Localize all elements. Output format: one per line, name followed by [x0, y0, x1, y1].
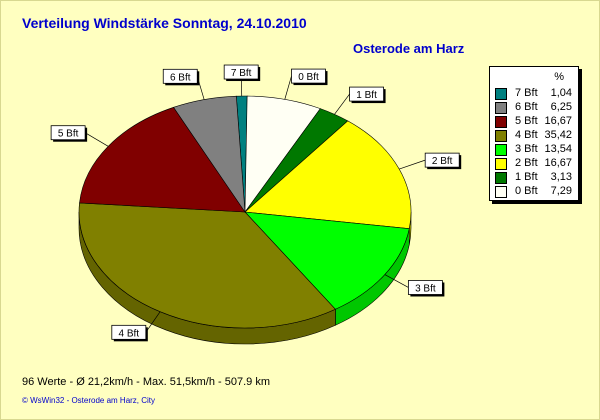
legend-swatch	[495, 130, 507, 142]
pie-label: 3 Bft	[415, 283, 436, 294]
legend-item: 0 Bft 7,29	[495, 185, 575, 198]
pie-slice-3-bft	[244, 211, 410, 310]
legend-value: 3,13	[550, 171, 572, 183]
legend-swatch	[495, 116, 507, 128]
legend-label: 7 Bft	[515, 87, 538, 99]
legend-swatch	[495, 102, 507, 114]
chart-location: Osterode am Harz	[353, 41, 465, 56]
legend-label: 1 Bft	[515, 171, 538, 183]
pie-leader-line	[384, 274, 409, 288]
pie-leader-line	[145, 311, 161, 333]
pie-label-box	[407, 280, 443, 295]
legend-value: 13,54	[544, 143, 572, 155]
legend-item: 3 Bft 13,54	[495, 143, 575, 156]
legend-value: 1,04	[550, 87, 572, 99]
chart-legend: % 7 Bft 1,04 6 Bft 6,25 5 Bft 16,67 4 Bft 35,42…	[489, 66, 579, 201]
legend-swatch	[495, 88, 507, 100]
legend-item: 4 Bft 35,42	[495, 129, 575, 142]
legend-value: 7,29	[550, 185, 572, 197]
pie-leader-line	[399, 159, 426, 170]
pie-label-box	[291, 68, 326, 84]
chart-title: Verteilung Windstärke Sonntag, 24.10.201…	[22, 15, 307, 31]
pie-label: 6 Bft	[170, 72, 191, 83]
footer-credit: © WsWin32 - Osterode am Harz, City	[22, 396, 156, 405]
legend-label: 5 Bft	[515, 115, 538, 127]
legend-label: 0 Bft	[515, 185, 538, 197]
pie-leader-line	[334, 93, 350, 115]
legend-label: 6 Bft	[515, 101, 538, 113]
legend-value: 16,67	[544, 115, 572, 127]
pie-label-box	[50, 125, 86, 141]
footer-stats: 96 Werte - Ø 21,2km/h - Max. 51,5km/h - …	[22, 376, 270, 388]
legend-swatch	[495, 158, 507, 170]
legend-swatch	[495, 144, 507, 156]
legend-unit: %	[554, 71, 564, 83]
pie-label-box	[162, 68, 198, 84]
pie-slices	[78, 95, 412, 329]
pie-label: 1 Bft	[356, 90, 377, 101]
legend-label: 2 Bft	[515, 157, 538, 169]
pie-label: 4 Bft	[119, 328, 140, 339]
legend-item: 2 Bft 16,67	[495, 157, 575, 170]
legend-swatch	[495, 172, 507, 184]
legend-item: 7 Bft 1,04	[495, 87, 575, 100]
pie-label: 0 Bft	[298, 72, 319, 83]
pie-slice-4-bft	[78, 202, 336, 329]
legend-value: 16,67	[544, 157, 572, 169]
legend-label: 3 Bft	[515, 143, 538, 155]
pie-label: 5 Bft	[58, 129, 79, 140]
pie-label-box	[424, 152, 460, 168]
legend-item: 6 Bft 6,25	[495, 101, 575, 114]
pie-slice-5-bft	[79, 106, 246, 213]
pie-labels: 7 Bft 0 Bft 1 Bft 2 Bft 3 Bft 4 Bft 5 Bft 6 Bft	[50, 64, 462, 342]
legend-label: 4 Bft	[515, 129, 538, 141]
pie-slice-2-bft	[244, 120, 412, 229]
legend-swatch	[495, 186, 507, 198]
pie-leader-line	[284, 75, 292, 100]
legend-item: 5 Bft 16,67	[495, 115, 575, 128]
legend-item: 1 Bft 3,13	[495, 171, 575, 184]
legend-value: 6,25	[550, 101, 572, 113]
pie-label: 7 Bft	[231, 68, 252, 79]
pie-slice-6-bft	[173, 95, 246, 214]
pie-label-box	[111, 324, 147, 340]
pie-leader-line	[84, 132, 109, 147]
legend-value: 35,42	[544, 129, 572, 141]
pie-label-box	[223, 64, 259, 80]
pie-label-box	[349, 86, 384, 102]
pie-label: 2 Bft	[432, 156, 453, 167]
